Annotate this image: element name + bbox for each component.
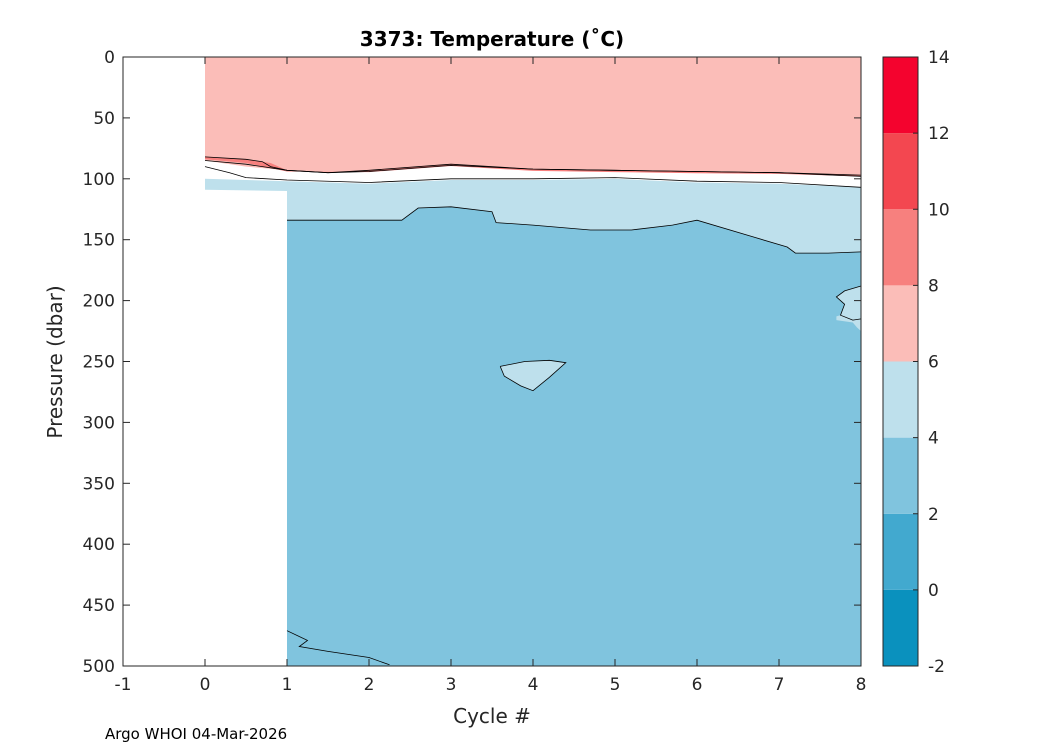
colorbar-tick-label: 8 bbox=[928, 276, 939, 296]
footer-credit: Argo WHOI 04-Mar-2026 bbox=[105, 725, 288, 743]
contour-region-7 bbox=[287, 630, 390, 666]
colorbar-segment bbox=[883, 361, 918, 438]
colorbar-tick-label: 14 bbox=[928, 48, 950, 68]
x-tick-label: 5 bbox=[610, 675, 621, 695]
x-tick-label: 8 bbox=[856, 675, 867, 695]
y-tick-label: 200 bbox=[83, 292, 115, 312]
colorbar-tick-label: 0 bbox=[928, 581, 939, 601]
y-tick-label: 250 bbox=[83, 353, 115, 373]
x-tick-label: 4 bbox=[528, 675, 539, 695]
contour-region-2 bbox=[205, 57, 861, 176]
y-tick-label: 50 bbox=[93, 109, 115, 129]
colorbar-segment bbox=[883, 209, 918, 286]
y-axis-title: Pressure (dbar) bbox=[43, 285, 67, 438]
contour-line-4 bbox=[499, 359, 567, 392]
y-tick-label: 400 bbox=[83, 535, 115, 555]
colorbar-segment bbox=[883, 285, 918, 362]
x-tick-label: -1 bbox=[115, 675, 132, 695]
x-axis-title: Cycle # bbox=[453, 704, 531, 728]
y-tick-label: 450 bbox=[83, 596, 115, 616]
y-tick-label: 500 bbox=[83, 657, 115, 677]
x-tick-label: 7 bbox=[774, 675, 785, 695]
x-tick-label: 1 bbox=[282, 675, 293, 695]
contour-line-3 bbox=[287, 206, 862, 254]
x-tick-label: 0 bbox=[200, 675, 211, 695]
contour-region-0 bbox=[287, 206, 861, 667]
y-tick-label: 100 bbox=[83, 170, 115, 190]
colorbar-segment bbox=[883, 133, 918, 210]
y-tick-label: 350 bbox=[83, 474, 115, 494]
colorbar: -2 0 2 4 6 8 10 12 14 bbox=[882, 48, 950, 677]
colorbar-segment bbox=[883, 57, 918, 134]
chart-title: 3373: Temperature (˚C) bbox=[360, 27, 624, 51]
x-tick-label: 2 bbox=[364, 675, 375, 695]
contour-line-2 bbox=[204, 166, 862, 188]
axes: -1 0 1 2 3 4 5 6 7 8 0 50 100 150 200 250 300 350 400 450 50… bbox=[83, 48, 867, 695]
x-tick-label: 3 bbox=[446, 675, 457, 695]
colorbar-segment bbox=[883, 589, 918, 666]
contour-region-1 bbox=[205, 178, 861, 254]
colorbar-tick-label: 2 bbox=[928, 505, 939, 525]
plot-area bbox=[123, 57, 862, 667]
y-tick-label: 300 bbox=[83, 413, 115, 433]
y-tick-label: 0 bbox=[104, 48, 115, 68]
colorbar-tick-label: 12 bbox=[928, 124, 950, 144]
contour-region-6 bbox=[836, 251, 861, 332]
contour-line-1 bbox=[204, 160, 862, 177]
colorbar-tick-label: 10 bbox=[928, 200, 950, 220]
y-tick-label: 150 bbox=[83, 231, 115, 251]
colorbar-tick-label: 6 bbox=[928, 353, 939, 373]
contour-line-5 bbox=[835, 285, 862, 321]
colorbar-tick-label: -2 bbox=[928, 657, 945, 677]
colorbar-segment bbox=[883, 437, 918, 514]
x-tick-label: 6 bbox=[692, 675, 703, 695]
contour-line-6 bbox=[286, 630, 390, 666]
colorbar-segment bbox=[883, 513, 918, 590]
colorbar-tick-label: 4 bbox=[928, 429, 939, 449]
